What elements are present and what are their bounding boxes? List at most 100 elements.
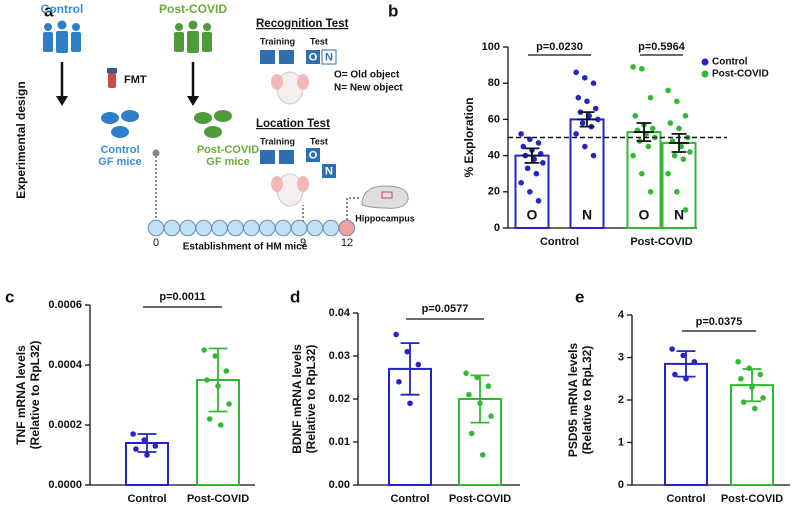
data-point — [639, 170, 645, 177]
data-point — [665, 87, 671, 94]
data-point — [226, 401, 232, 407]
error-bar — [739, 368, 765, 403]
data-point — [757, 371, 764, 378]
data-point — [645, 143, 652, 150]
y-tick-label: 2 — [618, 394, 624, 406]
bar-label: N — [582, 207, 592, 223]
timeline-circle — [290, 219, 308, 237]
data-point — [671, 152, 678, 159]
x-tick-label: Control — [390, 493, 429, 505]
legend-text: N= New object — [334, 83, 403, 94]
data-point — [667, 120, 674, 126]
y-axis-title: (Relative to RpL32) — [28, 341, 42, 450]
data-point — [682, 207, 689, 213]
timeline-circle — [195, 219, 212, 237]
y-tick-label: 80 — [488, 77, 500, 89]
data-point — [687, 149, 693, 155]
object — [306, 50, 320, 64]
data-point — [669, 346, 675, 352]
dotted-connector — [346, 197, 360, 220]
data-point — [630, 64, 636, 70]
data-point — [760, 395, 766, 401]
bar — [125, 442, 169, 486]
y-axis-title: TNF mRNA levels — [14, 345, 28, 445]
data-point — [479, 452, 486, 458]
data-point — [680, 156, 687, 163]
mice-label: Control — [100, 144, 139, 156]
mice-icon — [194, 110, 232, 138]
y-tick-label: 0.01 — [329, 436, 350, 448]
phase-label: Test — [310, 136, 328, 146]
x-tick-label: Post-COVID — [721, 493, 783, 505]
data-point — [579, 120, 586, 126]
data-point — [573, 131, 579, 137]
data-point — [393, 331, 399, 338]
error-bar — [205, 347, 231, 413]
error-bar — [673, 350, 699, 378]
data-point — [130, 431, 136, 437]
y-axis-title: % Exploration — [462, 97, 476, 177]
object-label: N — [325, 51, 333, 63]
data-point — [584, 98, 590, 105]
x-tick-label: Post-COVID — [449, 493, 511, 505]
data-point — [751, 405, 758, 412]
data-point — [485, 383, 492, 389]
data-point — [206, 416, 213, 422]
panel-letter: a — [44, 1, 54, 20]
y-tick-label: 0.00 — [329, 479, 350, 491]
bar-label: N — [674, 207, 684, 223]
mice-icon — [101, 110, 139, 138]
brain-label: Hippocampus — [355, 213, 415, 223]
data-point — [590, 80, 597, 86]
data-point — [217, 422, 224, 428]
data-point — [152, 443, 159, 449]
object-label: O — [309, 51, 318, 63]
mouse-icon — [271, 173, 309, 207]
data-point — [223, 368, 230, 374]
data-point — [540, 160, 546, 166]
arrow-head — [56, 96, 68, 106]
test-title: Recognition Test — [256, 18, 349, 30]
y-tick-label: 100 — [482, 41, 500, 53]
object — [260, 50, 275, 64]
panel-letter: e — [575, 287, 584, 306]
data-point — [468, 430, 475, 437]
timeline-circle — [259, 219, 276, 237]
data-point — [582, 74, 588, 81]
x-tick-label: Control — [666, 493, 705, 505]
data-point — [735, 358, 741, 365]
data-point — [674, 98, 680, 105]
timeline-circle — [243, 219, 260, 237]
y-tick-label: 40 — [488, 150, 500, 162]
p-value: p=0.0577 — [422, 303, 469, 315]
panel-letter: d — [290, 287, 300, 306]
fmt-cap — [107, 68, 117, 73]
timeline-circle — [322, 219, 340, 237]
group-label: Post-COVID — [159, 2, 227, 16]
y-tick-label: 0 — [494, 222, 500, 234]
legend-swatch — [701, 70, 709, 78]
y-axis-title: (Relative to RpL32) — [304, 345, 318, 454]
bar — [664, 362, 708, 486]
data-point — [133, 446, 139, 452]
timeline — [147, 219, 356, 237]
y-tick-label: 4 — [618, 309, 625, 321]
data-point — [524, 165, 531, 172]
data-point — [201, 347, 207, 353]
data-point — [575, 94, 582, 101]
timeline-circle — [163, 219, 181, 237]
timeline-tick: 12 — [341, 237, 353, 249]
data-point — [639, 65, 645, 72]
arrow-head — [187, 96, 199, 106]
object — [306, 148, 320, 162]
data-point — [396, 379, 402, 385]
y-tick-label: 0 — [618, 479, 624, 491]
error-bar — [397, 342, 423, 396]
error-bar — [669, 132, 689, 153]
timeline-circle — [147, 219, 165, 237]
timeline-start — [152, 149, 160, 157]
y-tick-label: 3 — [618, 351, 624, 363]
y-tick-label: 0.0002 — [48, 419, 82, 431]
people-icon — [43, 20, 81, 53]
